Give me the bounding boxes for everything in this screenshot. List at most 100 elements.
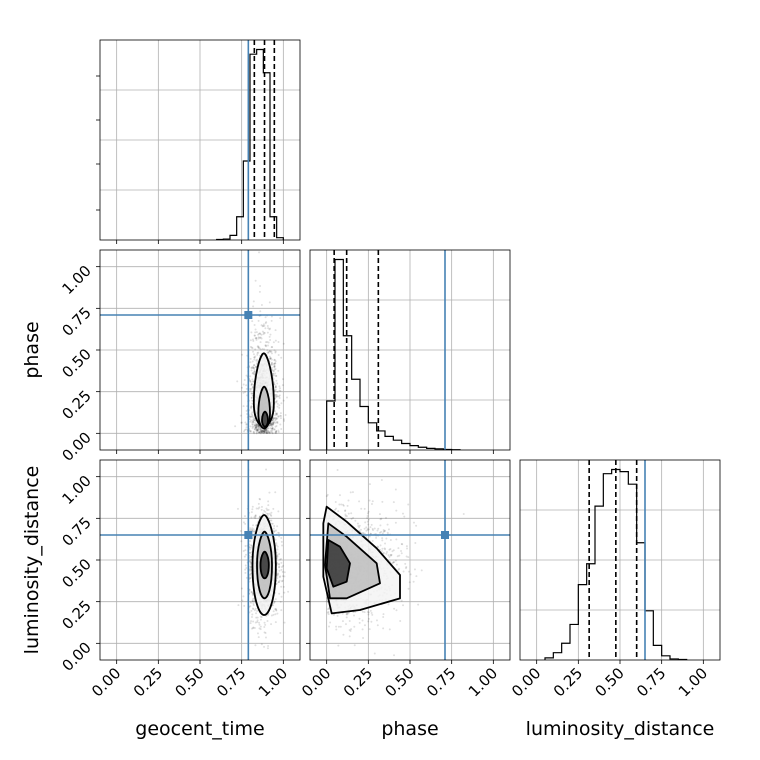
scatter-point [263,431,266,434]
scatter-point [261,429,264,432]
scatter-point [251,372,254,375]
scatter-point [239,414,242,417]
scatter-point [270,511,273,514]
scatter-point [275,393,278,396]
scatter-point [275,608,278,611]
scatter-point [278,558,281,561]
scatter-point [267,431,270,434]
scatter-point [366,515,369,518]
x-tick-label: 0.25 [550,664,586,700]
scatter-point [325,495,328,498]
scatter-point [277,429,280,432]
scatter-point [259,430,262,433]
scatter-point [392,561,395,564]
scatter-point [262,430,265,433]
scatter-point [284,414,287,417]
scatter-point [358,526,361,529]
scatter-point [251,338,254,341]
scatter-point [254,348,257,351]
y-tick-label: 1.00 [58,472,94,508]
y-axis-label-phase: phase [21,321,43,378]
scatter-point [413,568,416,571]
scatter-point [251,360,254,363]
scatter-point [266,619,269,622]
scatter-point [272,422,275,425]
scatter-point [348,628,351,631]
scatter-point [252,594,255,597]
scatter-point [397,568,400,571]
scatter-point [248,415,251,418]
scatter-point [244,568,247,571]
scatter-point [253,368,256,371]
scatter-point [371,527,374,530]
scatter-point [249,527,252,530]
scatter-point [283,621,286,624]
scatter-point [268,350,271,353]
scatter-point [267,508,270,511]
scatter-point [338,494,341,497]
scatter-point [249,568,252,571]
scatter-point [274,419,277,422]
scatter-point [280,356,283,359]
scatter-point [334,508,337,511]
scatter-point [252,535,255,538]
scatter-point [253,609,256,612]
scatter-point [280,585,283,588]
scatter-point [263,428,266,431]
scatter-point [346,612,349,615]
scatter-point [250,419,253,422]
scatter-point [367,611,370,614]
scatter-point [273,374,276,377]
scatter-point [275,544,278,547]
scatter-point [256,609,259,612]
scatter-point [267,341,270,344]
scatter-point [256,425,259,428]
scatter-point [353,614,356,617]
scatter-point [254,621,257,624]
scatter-point [384,516,387,519]
scatter-point [384,548,387,551]
scatter-point [350,517,353,520]
scatter-point [270,358,273,361]
scatter-point [278,406,281,409]
scatter-point [242,383,245,386]
scatter-point [240,540,243,543]
scatter-point [255,425,258,428]
scatter-point [356,522,359,525]
scatter-point [262,512,265,515]
scatter-point [258,627,261,630]
scatter-point [409,573,412,576]
scatter-point [249,561,252,564]
scatter-point [351,491,354,494]
scatter-point [255,424,258,427]
scatter-point [250,366,253,369]
x-tick-label: 1.00 [255,664,291,700]
scatter-point [380,530,383,533]
scatter-point [275,542,278,545]
scatter-point [257,502,260,505]
scatter-point [368,628,371,631]
scatter-point [274,410,277,413]
scatter-point [271,425,274,428]
scatter-point [392,501,395,504]
scatter-point [244,564,247,567]
scatter-point [256,423,259,426]
scatter-point [279,317,282,320]
scatter-point [273,524,276,527]
scatter-point [258,506,261,509]
x-tick-label: 1.00 [675,664,711,700]
scatter-point [275,401,278,404]
scatter-point [379,518,382,521]
scatter-point [273,428,276,431]
scatter-point [378,531,381,534]
scatter-point [267,504,270,507]
scatter-point [255,427,258,430]
scatter-point [236,380,239,383]
scatter-point [272,417,275,420]
scatter-point [249,380,252,383]
scatter-point [255,428,258,431]
scatter-point [244,390,247,393]
scatter-point [250,331,253,334]
joint-area [100,250,300,450]
scatter-point [406,547,409,550]
